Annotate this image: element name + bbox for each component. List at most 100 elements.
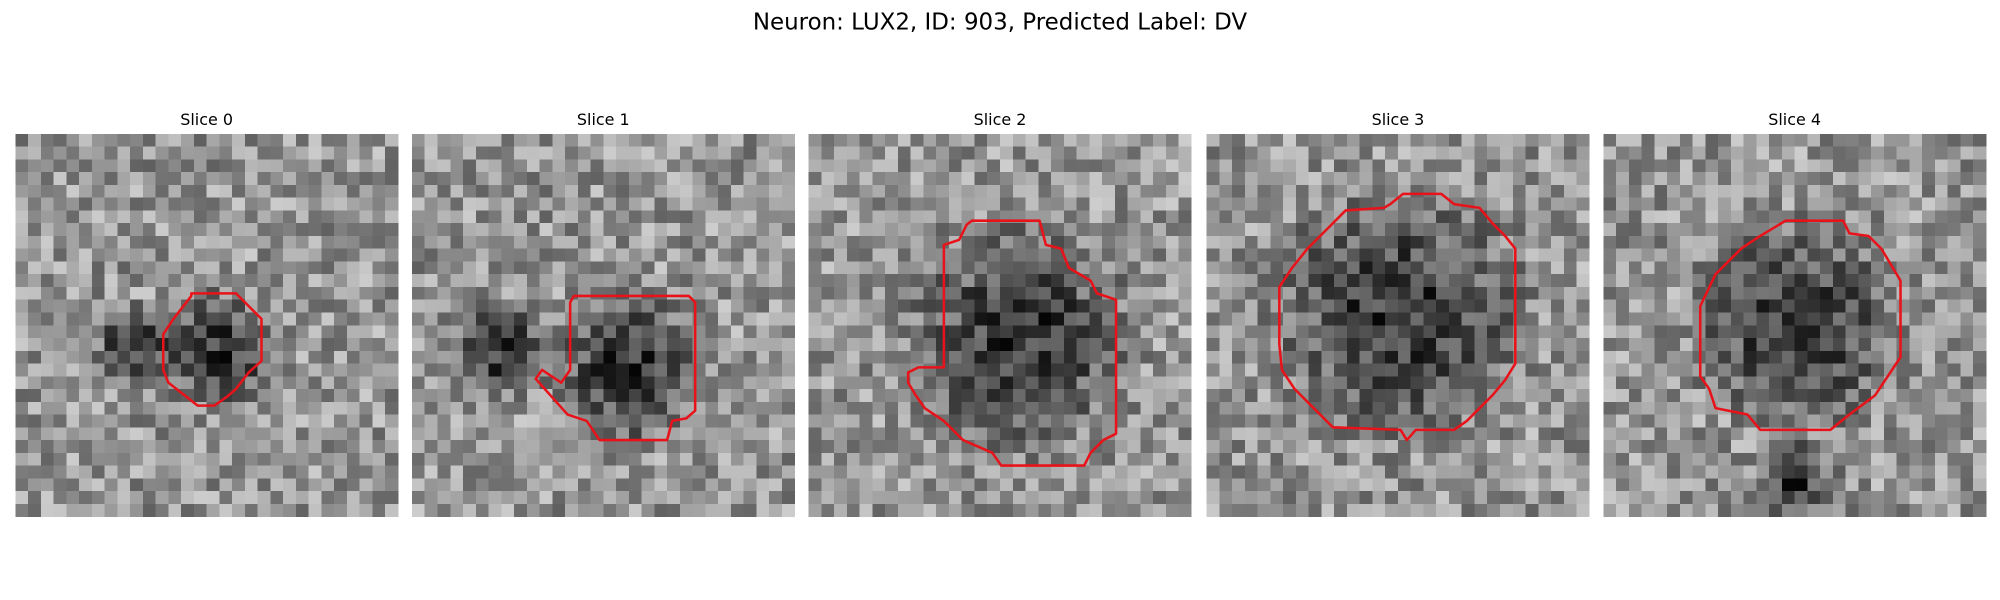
- pixel: [1973, 325, 1987, 339]
- pixel: [1089, 210, 1103, 224]
- pixel: [424, 248, 438, 262]
- pixel: [1114, 465, 1128, 479]
- pixel: [142, 440, 156, 454]
- pixel: [769, 325, 783, 339]
- pixel: [974, 312, 988, 326]
- pixel: [961, 401, 975, 415]
- pixel: [1705, 248, 1719, 262]
- pixel: [104, 299, 118, 313]
- pixel: [834, 274, 848, 288]
- pixel: [1232, 338, 1246, 352]
- pixel: [501, 210, 515, 224]
- pixel: [1012, 427, 1026, 441]
- pixel: [1756, 235, 1770, 250]
- pixel: [450, 503, 464, 517]
- pixel: [1960, 184, 1974, 199]
- pixel: [1295, 414, 1310, 428]
- pixel: [769, 376, 783, 390]
- pixel: [232, 184, 246, 199]
- pixel: [743, 491, 757, 505]
- pixel: [270, 363, 284, 377]
- pixel: [603, 133, 617, 148]
- pixel: [565, 350, 579, 364]
- pixel: [219, 350, 233, 364]
- pixel: [1858, 184, 1872, 199]
- pixel: [488, 159, 502, 173]
- pixel: [808, 223, 822, 237]
- pixel: [283, 376, 297, 390]
- pixel: [628, 401, 642, 415]
- pixel: [1385, 465, 1399, 479]
- pixel: [15, 401, 29, 415]
- pixel: [1346, 172, 1361, 186]
- pixel: [1667, 210, 1681, 224]
- pixel: [411, 363, 426, 377]
- pixel: [1257, 197, 1271, 211]
- pixel: [692, 274, 706, 288]
- pixel: [181, 350, 195, 364]
- pixel: [781, 363, 796, 377]
- pixel: [987, 376, 1001, 390]
- pixel: [897, 478, 912, 492]
- pixel: [577, 465, 591, 479]
- pixel: [117, 427, 131, 441]
- pixel: [321, 286, 335, 301]
- pixel: [1845, 274, 1859, 288]
- pixel: [1206, 478, 1220, 492]
- pixel: [897, 491, 912, 505]
- pixel: [1628, 235, 1642, 250]
- pixel: [1448, 440, 1463, 454]
- pixel: [1922, 491, 1936, 505]
- pixel: [1616, 338, 1630, 352]
- pixel: [411, 274, 426, 288]
- pixel: [1487, 261, 1501, 275]
- pixel: [808, 299, 822, 313]
- pixel: [1063, 197, 1077, 211]
- pixel: [411, 223, 426, 237]
- pixel: [270, 172, 284, 186]
- pixel: [948, 261, 963, 275]
- pixel: [667, 478, 681, 492]
- pixel: [1283, 286, 1297, 301]
- pixel: [437, 440, 451, 454]
- pixel: [385, 414, 399, 428]
- pixel: [923, 184, 937, 199]
- pixel: [616, 286, 630, 301]
- pixel: [1206, 146, 1220, 160]
- pixel: [1667, 363, 1681, 377]
- pixel: [244, 286, 259, 301]
- pixel: [1487, 503, 1501, 517]
- pixel: [1871, 440, 1885, 454]
- pixel: [1244, 159, 1259, 173]
- pixel: [463, 452, 477, 466]
- pixel: [628, 146, 642, 160]
- pixel: [1102, 401, 1116, 415]
- pixel: [1563, 235, 1577, 250]
- pixel: [1321, 452, 1335, 466]
- pixel: [1206, 427, 1220, 441]
- pixel: [1654, 376, 1668, 390]
- pixel: [1654, 465, 1668, 479]
- pixel: [193, 172, 208, 186]
- pixel: [1538, 503, 1552, 517]
- pixel: [1909, 210, 1923, 224]
- pixel: [1922, 197, 1936, 211]
- pixel: [603, 261, 617, 275]
- pixel: [66, 401, 80, 415]
- pixel: [321, 414, 335, 428]
- pixel: [385, 312, 399, 326]
- pixel: [1410, 172, 1424, 186]
- pixel: [1334, 248, 1348, 262]
- pixel: [885, 363, 899, 377]
- pixel: [1334, 159, 1348, 173]
- pixel: [1334, 427, 1348, 441]
- pixel: [40, 159, 54, 173]
- pixel: [1896, 261, 1910, 275]
- pixel: [910, 235, 924, 250]
- pixel: [1051, 503, 1065, 517]
- pixel: [1807, 414, 1821, 428]
- pixel: [1321, 503, 1335, 517]
- pixel: [424, 363, 438, 377]
- pixel: [1114, 491, 1128, 505]
- pixel: [987, 248, 1001, 262]
